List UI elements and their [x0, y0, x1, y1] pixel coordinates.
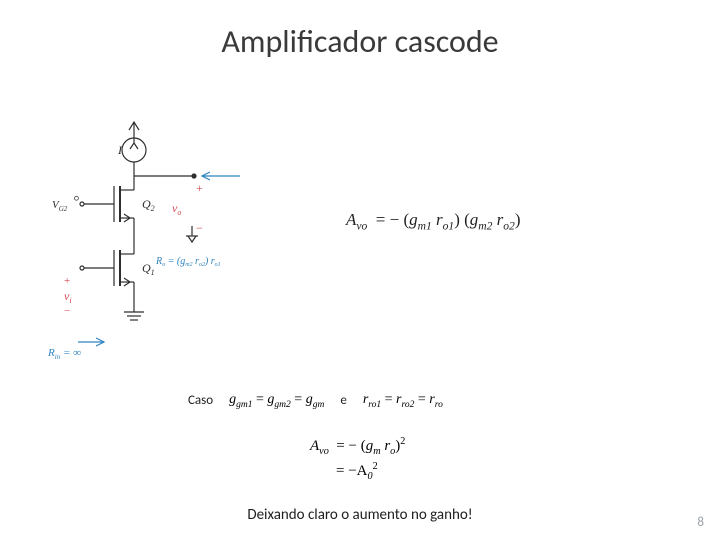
label-vi: vi [64, 289, 72, 305]
cascode-circuit-diagram: I Q2 Q1 VG2 ○ + vo − + vi − Rin = ∞ Ro =… [44, 116, 244, 366]
eq-ro: rro1 = rro2 = rro [363, 392, 443, 410]
page-title: Amplificador cascode [0, 22, 720, 61]
label-Rin: Rin = ∞ [47, 347, 81, 361]
label-caso: Caso [188, 393, 213, 408]
eq-gm: ggm1 = ggm2 = ggm [229, 392, 324, 410]
formula-derived: Avo = − (gm ro)2 = −A02 [310, 436, 510, 482]
label-Ro: Ro = (gm2 ro2) ro1 [155, 256, 221, 268]
label-minus: − [196, 221, 203, 235]
label-VG2: VG2 [52, 199, 68, 213]
label-plus: + [196, 181, 203, 195]
label-vo: vo [172, 201, 181, 217]
label-e: e [340, 393, 346, 408]
svg-text:+: + [64, 275, 70, 287]
svg-text:−: − [64, 305, 70, 317]
formula-avo: Avo = − (gm1 ro1) (gm2 ro2) [346, 210, 520, 232]
label-Q1: Q1 [142, 261, 155, 277]
formula-derived-line1: Avo = − (gm ro)2 [310, 436, 510, 457]
formula-derived-line2: = −A02 [310, 461, 510, 482]
label-Q2: Q2 [142, 197, 155, 213]
case-row: Caso ggm1 = ggm2 = ggm e rro1 = rro2 = r… [188, 392, 443, 410]
page-number: 8 [697, 515, 704, 530]
svg-text:○: ○ [74, 193, 79, 204]
footer-caption: Deixando claro o aumento no ganho! [0, 506, 720, 524]
